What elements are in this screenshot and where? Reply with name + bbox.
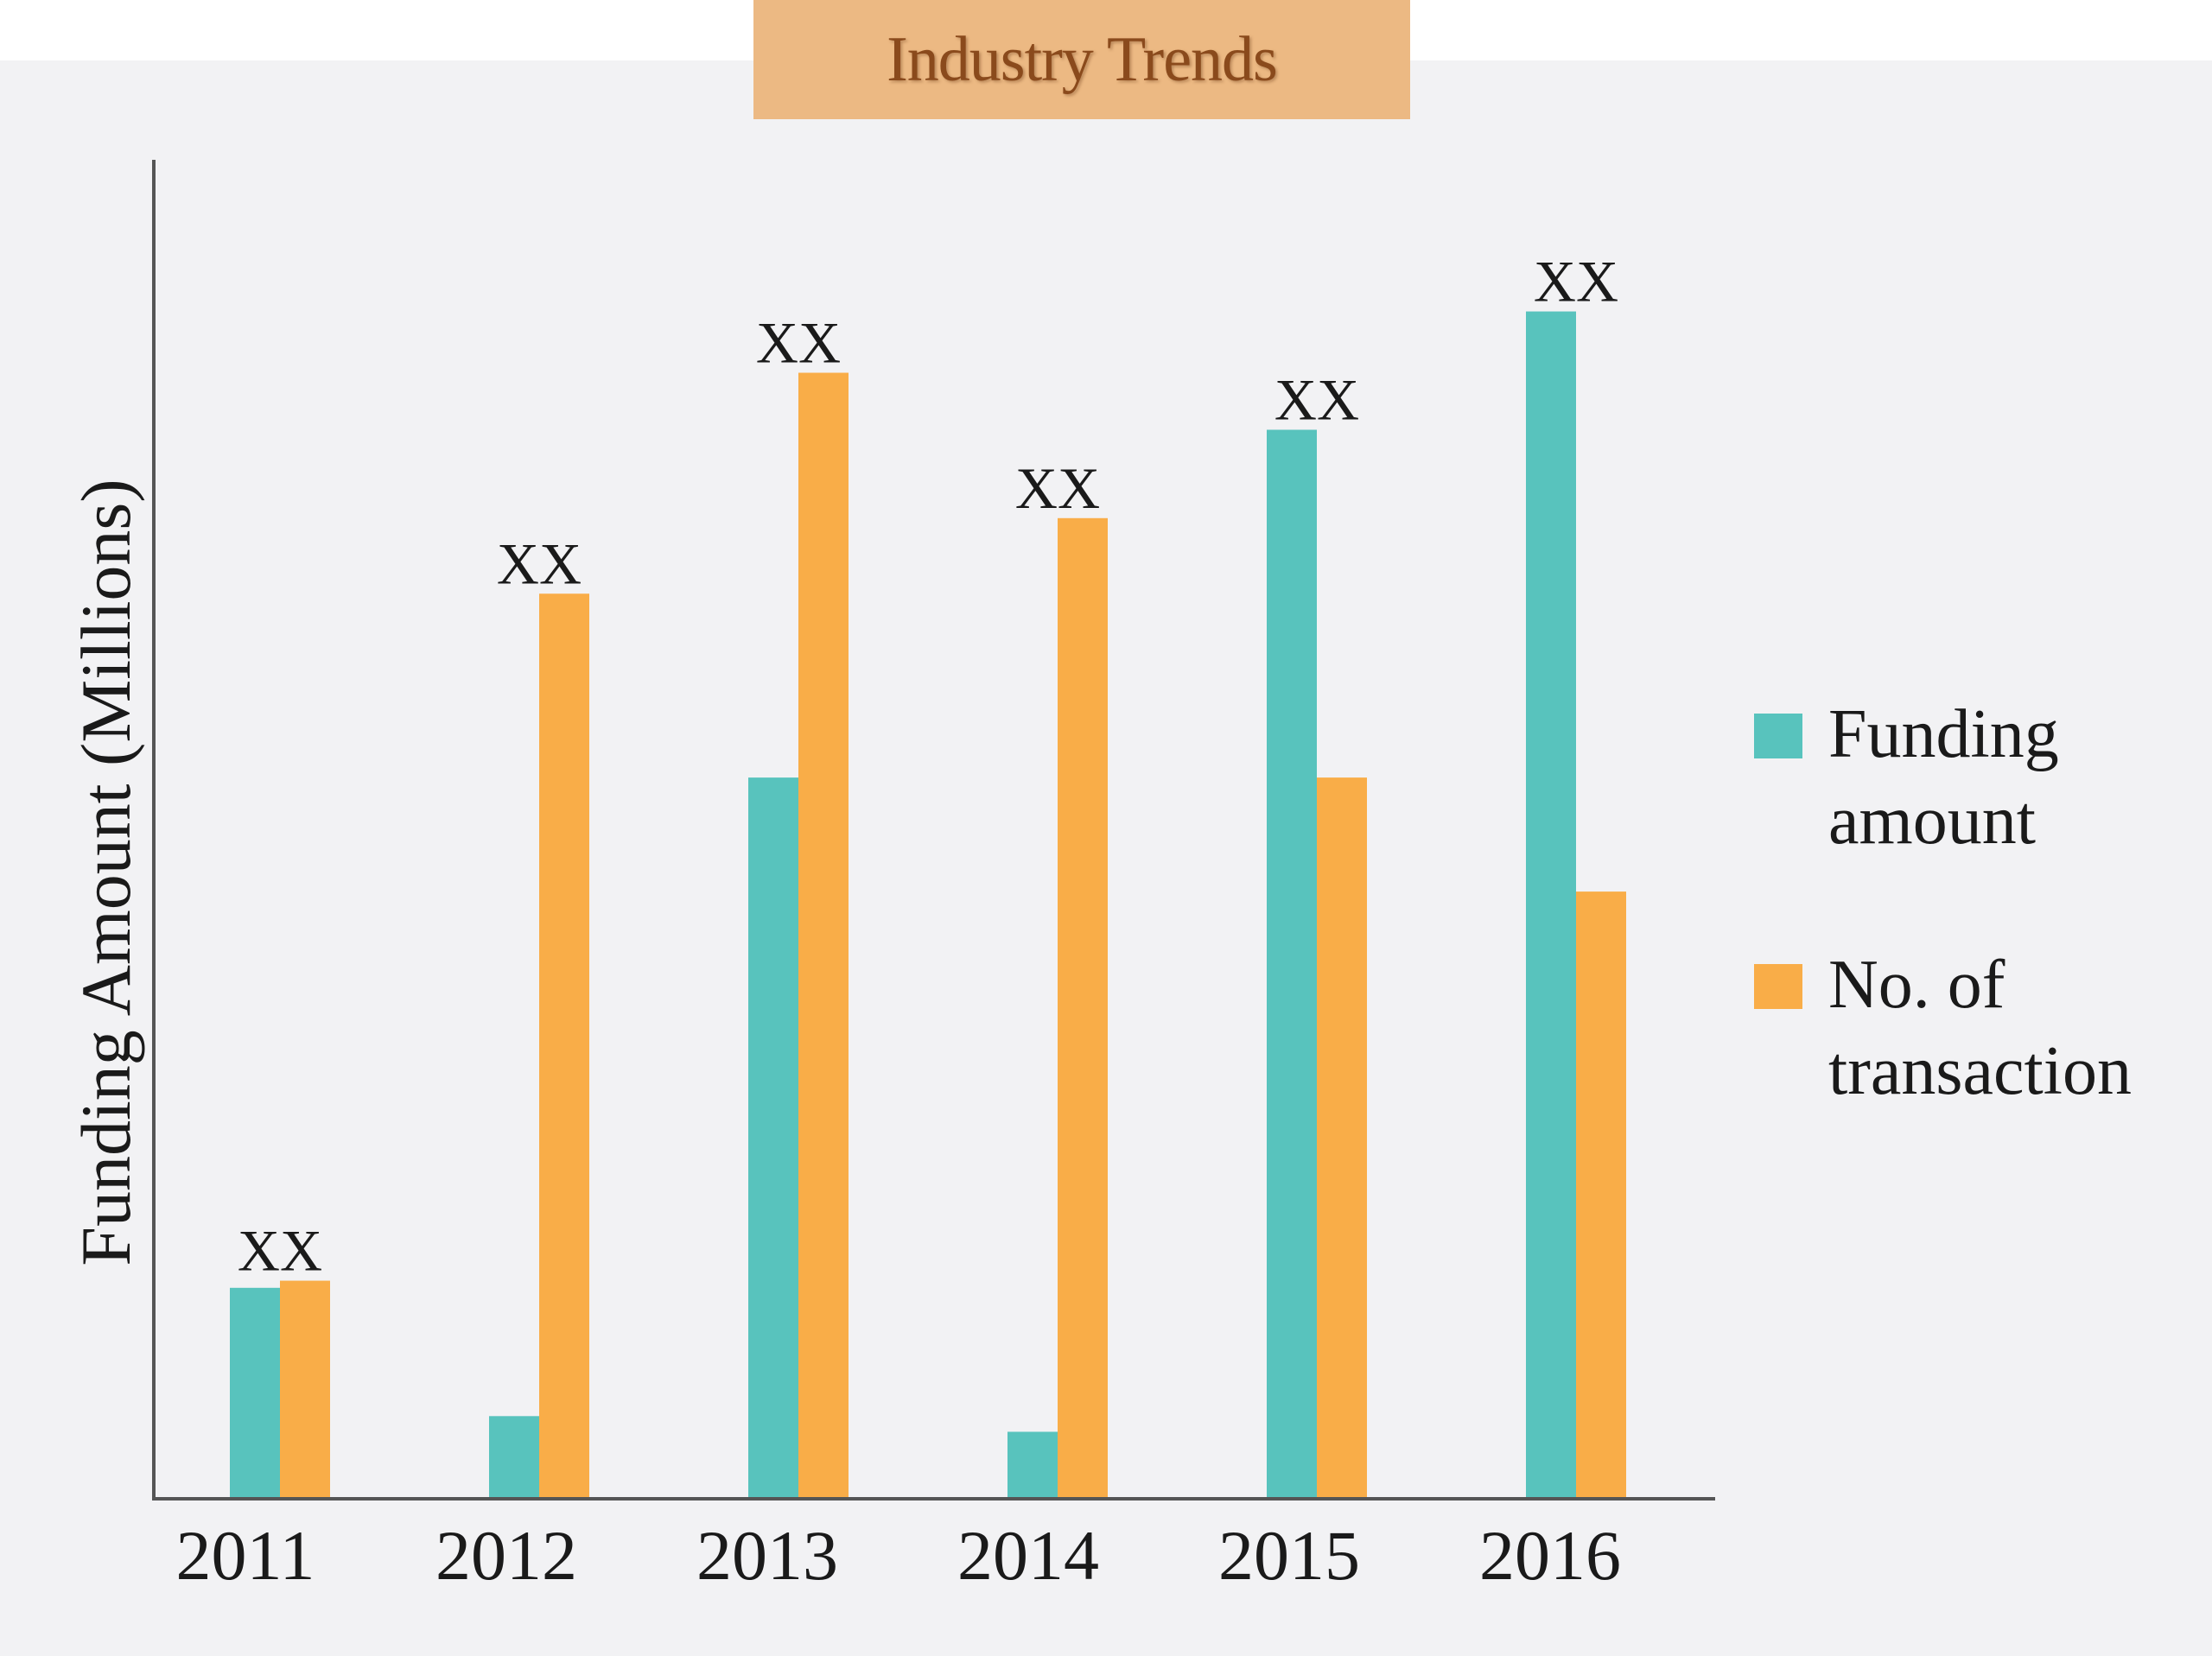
legend-swatch-transactions [1754, 964, 1802, 1009]
bar-transactions-2013 [798, 372, 849, 1499]
x-tick-labels: 2011 2012 2013 2014 2015 2016 [176, 1516, 1621, 1595]
legend: Funding amount No. of transaction [1754, 691, 2212, 1192]
bar-funding-2012 [489, 1416, 539, 1499]
chart-title: Industry Trends [887, 23, 1278, 95]
legend-label-funding: Funding amount [1828, 696, 2059, 859]
title-banner: Industry Trends [753, 0, 1410, 119]
data-label-2016: XX [1534, 249, 1618, 314]
legend-item-funding: Funding amount [1754, 691, 2212, 864]
data-label-2011: XX [238, 1218, 322, 1284]
bar-transactions-2015 [1317, 777, 1367, 1499]
data-label-2014: XX [1015, 455, 1100, 521]
bar-transactions-2014 [1058, 517, 1108, 1499]
bar-transactions-2016 [1576, 891, 1626, 1499]
x-tick-2011: 2011 [176, 1516, 315, 1595]
bar-funding-2016 [1526, 311, 1576, 1499]
bar-funding-2011 [230, 1287, 280, 1499]
bar-funding-2015 [1267, 429, 1317, 1499]
data-label-2015: XX [1274, 367, 1359, 433]
bar-funding-2013 [748, 777, 798, 1499]
data-labels-group: XX XX XX XX XX XX [238, 249, 1618, 1284]
bar-transactions-2011 [280, 1280, 330, 1499]
legend-swatch-funding [1754, 714, 1802, 758]
data-label-2013: XX [756, 310, 841, 376]
y-axis-label: Funding Amount (Millions) [67, 479, 145, 1266]
bar-transactions-2012 [539, 593, 589, 1499]
x-tick-2014: 2014 [957, 1516, 1099, 1595]
x-tick-2016: 2016 [1479, 1516, 1621, 1595]
bar-funding-2014 [1007, 1431, 1058, 1499]
bars-group [230, 311, 1626, 1499]
x-tick-2012: 2012 [435, 1516, 577, 1595]
legend-label-transactions: No. of transaction [1828, 947, 2132, 1109]
x-tick-2015: 2015 [1218, 1516, 1360, 1595]
legend-item-transactions: No. of transaction [1754, 942, 2212, 1114]
data-label-2012: XX [497, 530, 582, 596]
x-tick-2013: 2013 [696, 1516, 838, 1595]
